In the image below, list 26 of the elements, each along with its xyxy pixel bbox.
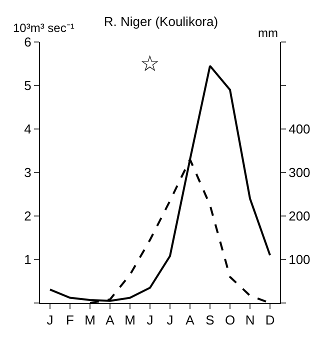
- y2-tick-label: 100: [288, 252, 310, 268]
- y2-axis-title: mm: [258, 26, 278, 40]
- y-tick-label: 3: [24, 165, 32, 180]
- x-tick-label: J: [46, 312, 54, 328]
- x-tick-label: M: [84, 312, 96, 328]
- y-tick-label: 4: [24, 122, 32, 137]
- x-tick-label: A: [106, 312, 115, 328]
- y2-tick-label: 400: [288, 122, 310, 137]
- x-tick-label: M: [124, 312, 136, 328]
- y2-tick-label: 300: [288, 165, 310, 180]
- y-tick-label: 6: [24, 34, 32, 50]
- x-tick-label: F: [66, 312, 74, 328]
- y-axis-title: 10³m³ sec⁻¹: [13, 21, 74, 35]
- x-tick-label: O: [224, 312, 236, 328]
- y-tick-label: 5: [24, 78, 32, 94]
- y2-tick-label: 200: [288, 208, 310, 224]
- x-tick-label: D: [265, 312, 275, 328]
- x-tick-label: A: [186, 312, 195, 328]
- x-tick-label: S: [206, 312, 215, 328]
- chart-title: R. Niger (Koulikora): [104, 14, 218, 30]
- x-tick-label: J: [166, 312, 174, 328]
- y-tick-label: 1: [24, 252, 32, 268]
- x-tick-label: J: [146, 312, 154, 328]
- annotation: ☆: [140, 51, 160, 76]
- x-tick-label: N: [245, 312, 255, 328]
- y-tick-label: 2: [24, 208, 32, 224]
